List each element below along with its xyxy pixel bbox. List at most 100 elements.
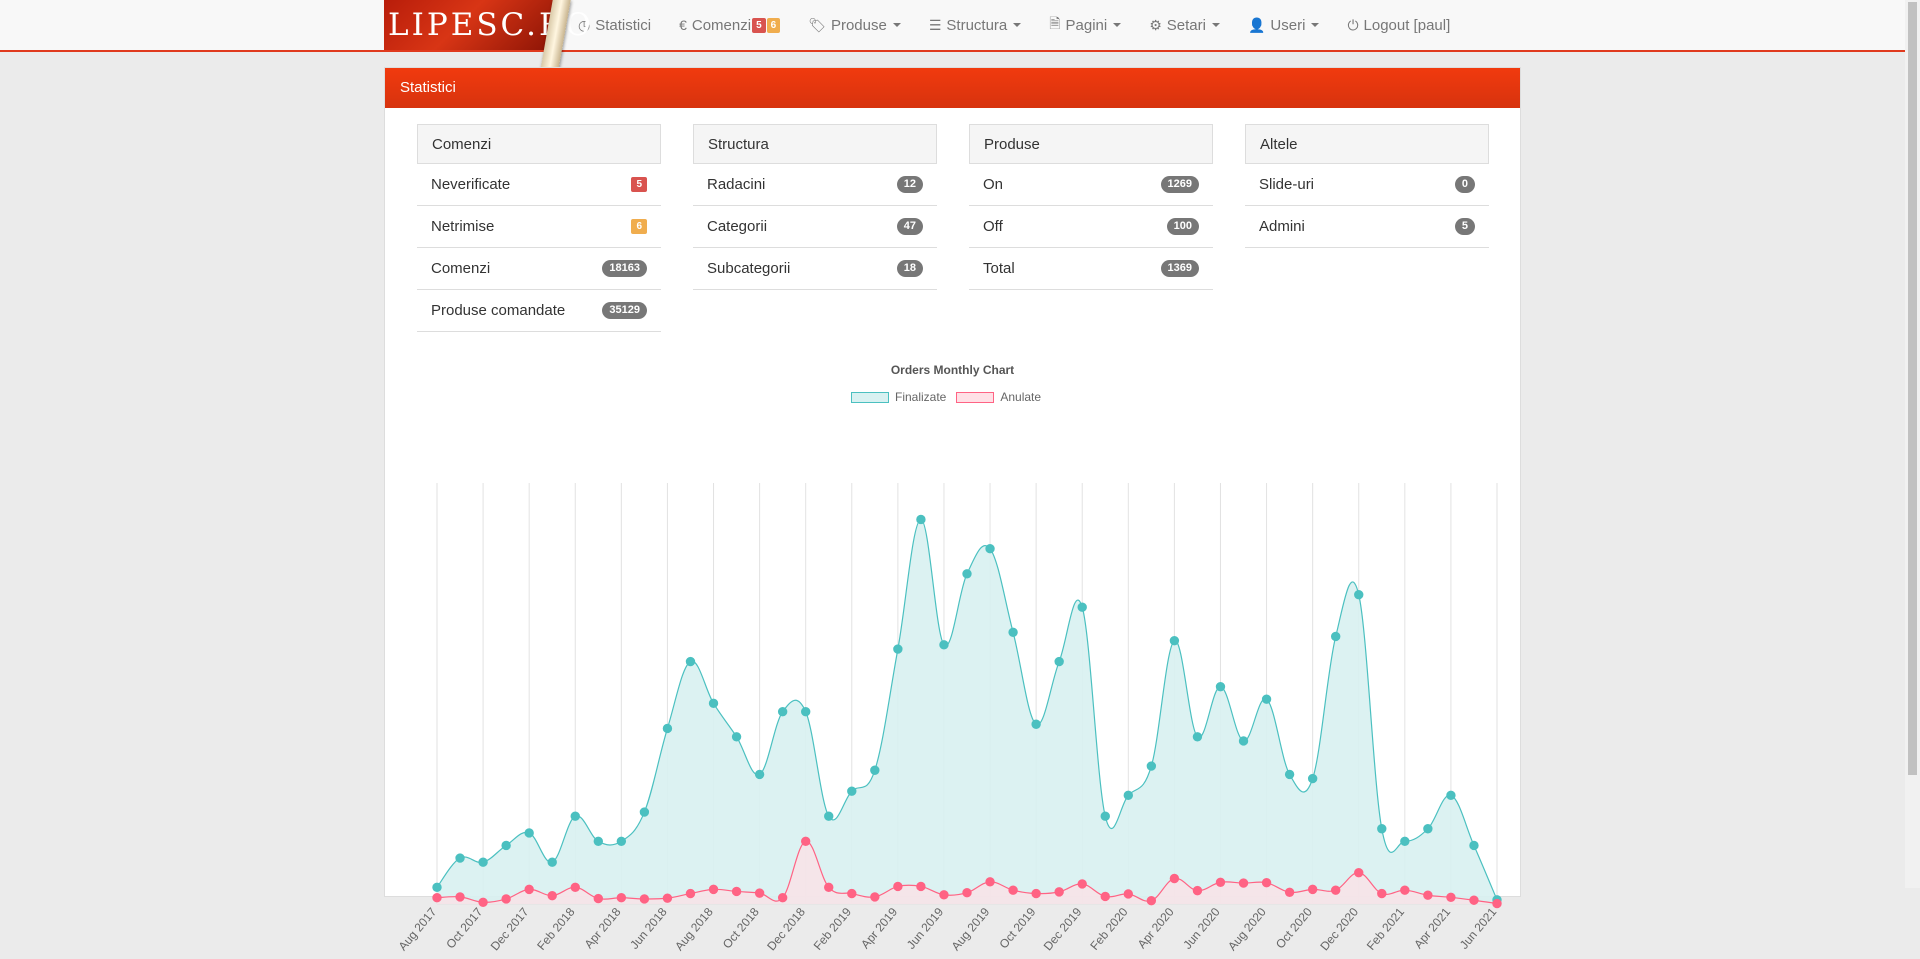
stats-row[interactable]: Produse comandate 35129 [417, 290, 661, 332]
data-point-finalizate [754, 769, 765, 780]
data-point-finalizate [432, 882, 442, 892]
stats-row[interactable]: Off 100 [969, 206, 1213, 248]
data-point-anulate [524, 884, 534, 895]
x-tick-label: Feb 2019 [811, 905, 855, 953]
stats-row[interactable]: Radacini 12 [693, 164, 937, 206]
stats-groups: Comenzi Neverificate 5 Netrimise 6 Comenzi 181… [417, 124, 1521, 332]
data-point-anulate [1261, 877, 1272, 888]
x-tick-label: Feb 2021 [1364, 905, 1408, 953]
brand-logo[interactable]: LIPESC.RO [384, 0, 591, 76]
stats-row[interactable]: On 1269 [969, 164, 1213, 206]
stats-row[interactable]: Total 1369 [969, 248, 1213, 290]
unshipped-orders-badge: 6 [766, 17, 781, 33]
data-point-anulate [616, 893, 627, 903]
x-tick-label: Aug 2018 [672, 905, 716, 954]
top-navbar: LIPESC.RO ◷ Statistici € Comenzi 5 6 🏷 Produse ☰… [0, 0, 1905, 76]
stats-group-altele: Altele Slide-uri 0 Admini 5 [1245, 124, 1489, 332]
nav-item-useri[interactable]: 👤 Useri [1234, 0, 1333, 50]
data-point-finalizate [1307, 773, 1318, 784]
x-tick-label: Oct 2018 [720, 905, 762, 952]
stats-count-badge: 1269 [1160, 176, 1199, 193]
stats-group-title: Comenzi [417, 124, 661, 164]
nav-item-statistici[interactable]: ◷ Statistici [564, 0, 665, 50]
x-tick-label: Jun 2018 [627, 905, 670, 952]
stats-row[interactable]: Neverificate 5 [417, 164, 661, 206]
data-point-anulate [1100, 891, 1110, 902]
nav-menu: LIPESC.RO ◷ Statistici € Comenzi 5 6 🏷 Produse ☰… [384, 0, 1464, 76]
stats-row-label: Netrimise [431, 218, 495, 235]
stats-row-label: Radacini [707, 176, 766, 193]
scrollbar-thumb[interactable] [1908, 2, 1917, 775]
data-point-anulate [662, 893, 673, 903]
data-point-anulate [800, 836, 811, 846]
stats-row[interactable]: Slide-uri 0 [1245, 164, 1489, 206]
data-point-finalizate [455, 853, 465, 863]
stats-count-badge: 0 [1454, 176, 1475, 193]
data-point-finalizate [1215, 681, 1226, 692]
legend-item-anulate[interactable]: Anulate [956, 390, 1041, 404]
data-point-anulate [455, 892, 465, 902]
data-point-anulate [1008, 885, 1018, 895]
gear-icon: ⚙ [1149, 16, 1162, 33]
data-point-finalizate [962, 569, 972, 579]
power-icon: ⏻ [1347, 16, 1359, 33]
nav-item-comenzi[interactable]: € Comenzi 5 6 [665, 0, 794, 50]
data-point-anulate [985, 877, 995, 887]
x-tick-label: Aug 2019 [949, 905, 993, 954]
stats-row-label: On [983, 176, 1004, 193]
stats-row[interactable]: Admini 5 [1245, 206, 1489, 248]
x-tick-label: Feb 2018 [534, 905, 578, 953]
stats-count-badge: 5 [1454, 218, 1475, 235]
stats-row[interactable]: Categorii 47 [693, 206, 937, 248]
stats-row[interactable]: Comenzi 18163 [417, 248, 661, 290]
stats-group-structura: Structura Radacini 12 Categorii 47 Subcategor… [693, 124, 937, 332]
data-point-finalizate [1192, 732, 1203, 742]
data-point-finalizate [662, 723, 673, 734]
nav-item-produse[interactable]: 🏷 Produse [794, 0, 915, 50]
data-point-anulate [1031, 888, 1041, 899]
tags-icon: 🏷 [808, 16, 826, 33]
data-point-anulate [547, 890, 557, 901]
stats-row[interactable]: Subcategorii 18 [693, 248, 937, 290]
stats-row-label: Admini [1259, 218, 1305, 235]
data-point-anulate [893, 881, 903, 892]
nav-item-label: Produse [830, 16, 887, 34]
data-point-finalizate [524, 828, 534, 838]
data-point-finalizate [1446, 790, 1456, 801]
stats-row-label: Comenzi [431, 260, 491, 277]
data-point-finalizate [985, 544, 995, 554]
data-point-anulate [847, 888, 857, 899]
data-point-finalizate [1169, 635, 1180, 646]
data-point-anulate [824, 882, 834, 892]
data-point-anulate [1169, 873, 1180, 884]
nav-item-label: Logout [paul] [1363, 16, 1451, 34]
nav-item-logout[interactable]: ⏻ Logout [paul] [1333, 0, 1464, 50]
nav-item-structura[interactable]: ☰ Structura [915, 0, 1035, 50]
x-tick-label: Apr 2021 [1411, 905, 1453, 952]
nav-item-label: Setari [1166, 16, 1206, 34]
stats-group-title: Altele [1245, 124, 1489, 164]
stats-panel: Statistici Comenzi Neverificate 5 Netrimise… [384, 67, 1521, 953]
page-scrollbar[interactable] [1905, 0, 1920, 888]
stats-count-badge: 47 [896, 218, 923, 235]
data-point-finalizate [708, 698, 719, 709]
data-point-anulate [1054, 887, 1064, 897]
data-point-anulate [1077, 879, 1087, 889]
data-point-anulate [478, 897, 488, 908]
stats-count-badge: 100 [1166, 218, 1199, 235]
data-point-finalizate [501, 840, 511, 851]
stats-row-label: Neverificate [431, 176, 511, 193]
x-tick-label: Apr 2018 [582, 905, 624, 952]
chart-title: Orders Monthly Chart [890, 363, 1015, 377]
data-point-anulate [570, 882, 580, 892]
stats-row[interactable]: Netrimise 6 [417, 206, 661, 248]
data-point-anulate [593, 893, 604, 904]
data-point-finalizate [1354, 589, 1364, 600]
caret-down-icon [1113, 23, 1122, 27]
legend-item-finalizate[interactable]: Finalizate [851, 390, 946, 404]
nav-item-setari[interactable]: ⚙ Setari [1135, 0, 1234, 50]
data-point-finalizate [939, 640, 949, 650]
data-point-anulate [1307, 884, 1318, 895]
nav-item-pagini[interactable]: 🗎 Pagini [1035, 0, 1135, 50]
stats-count-badge: 5 [631, 177, 647, 192]
